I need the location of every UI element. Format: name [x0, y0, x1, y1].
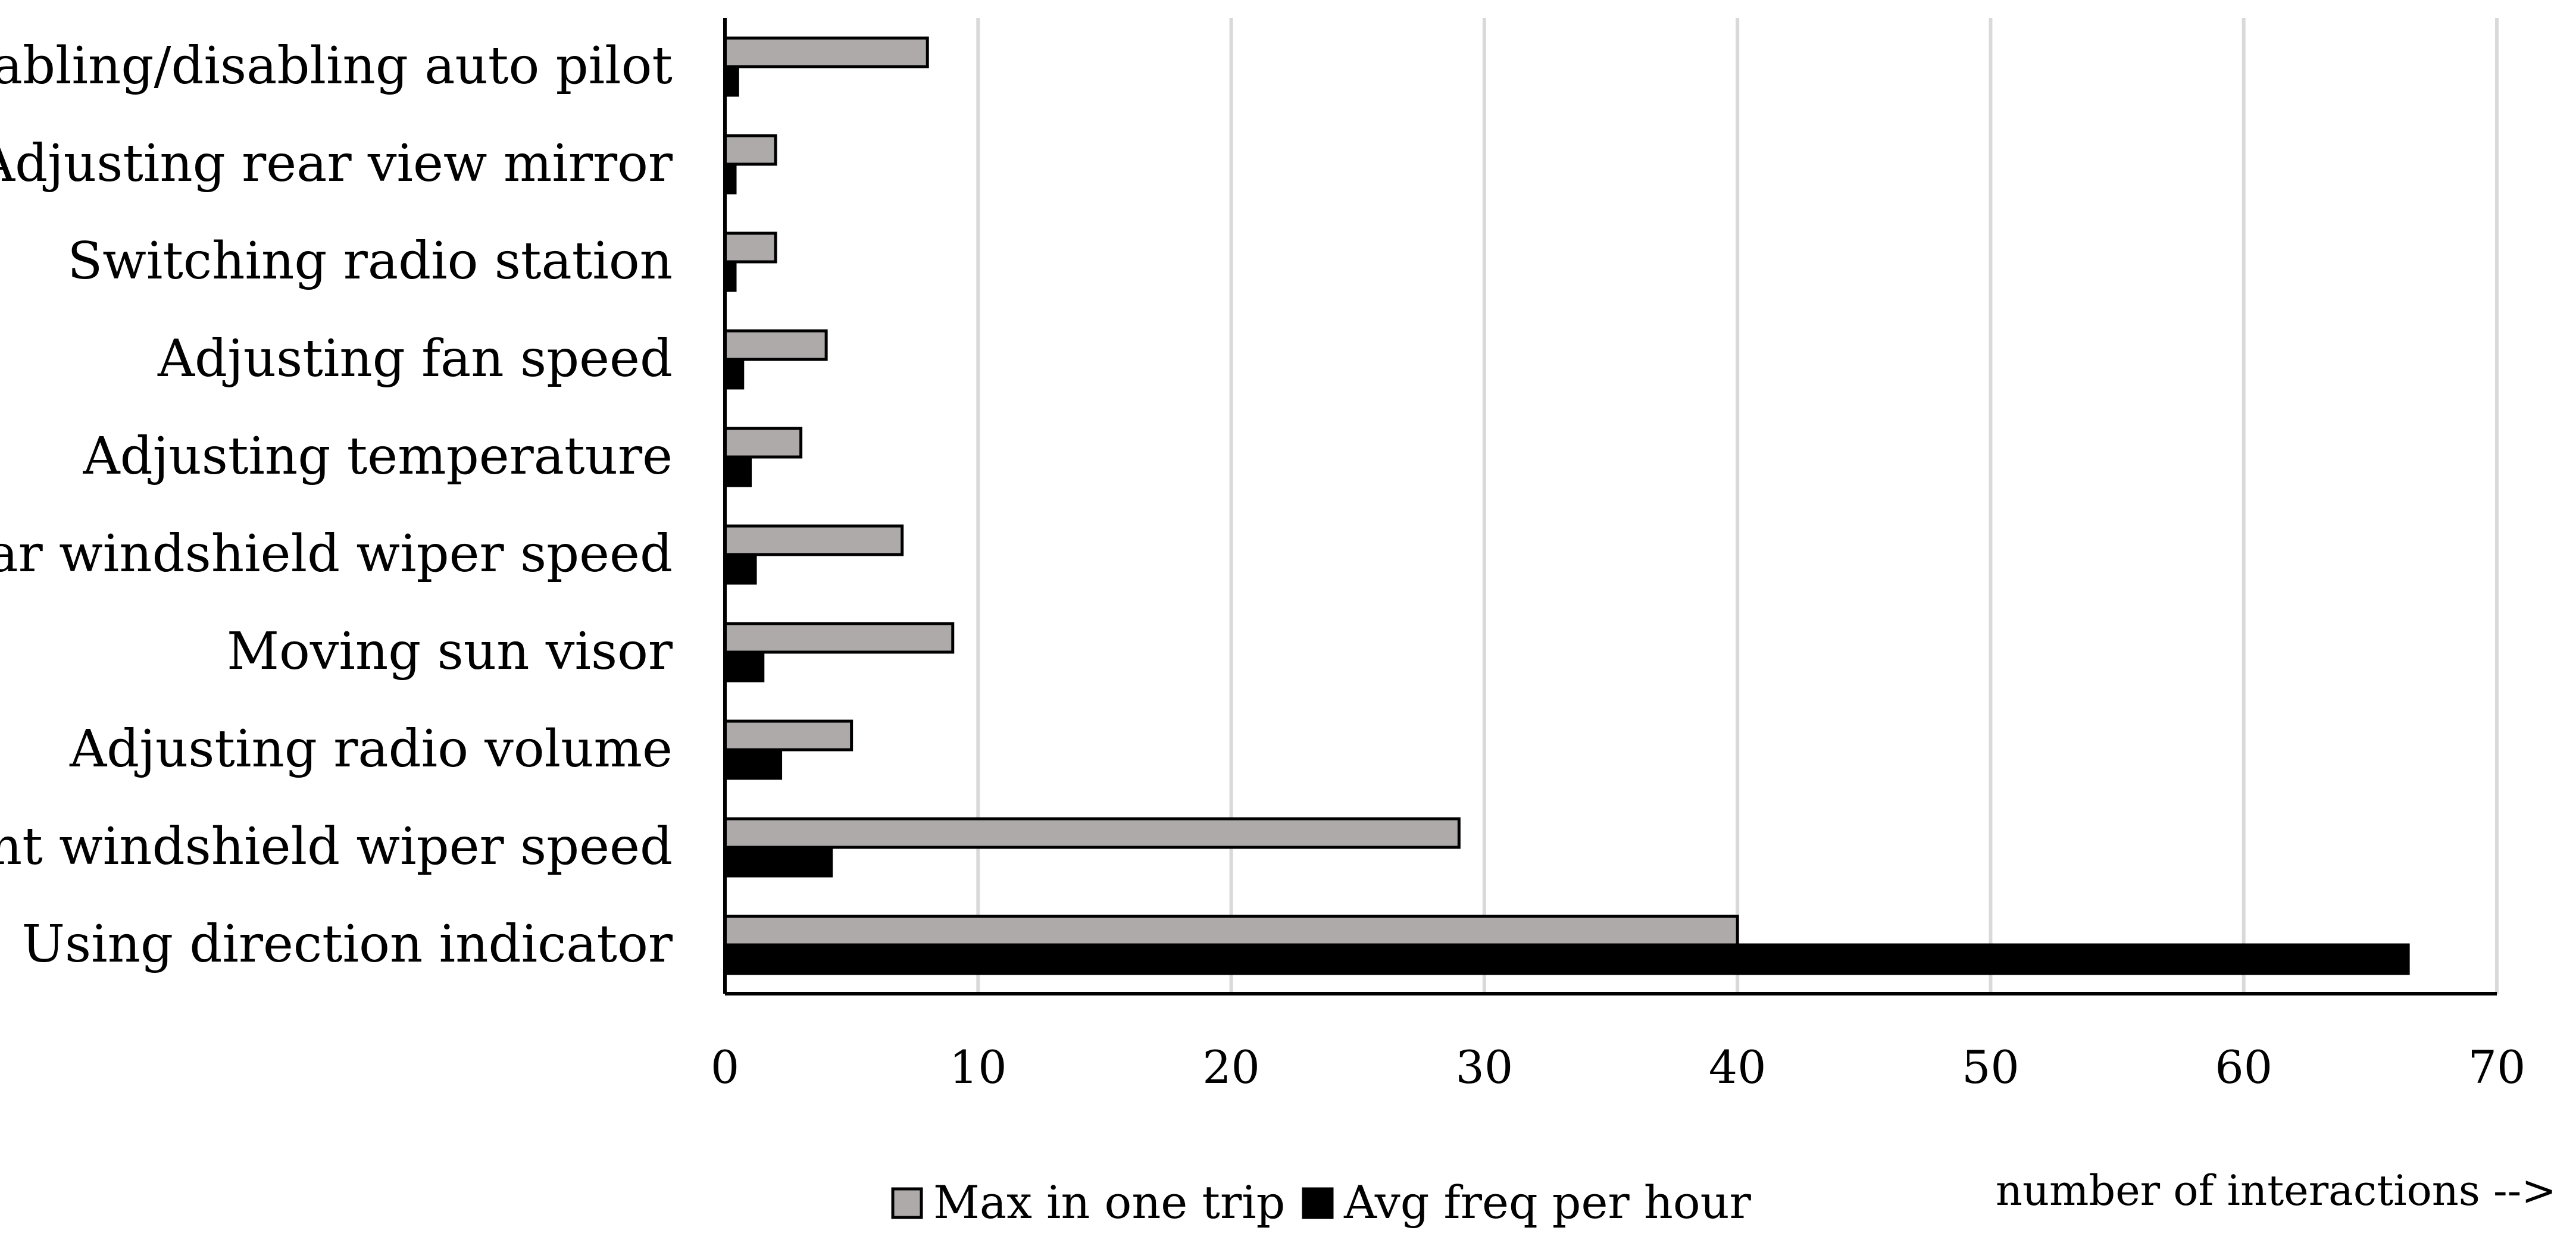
bar-max-in-one-trip [723, 915, 1739, 947]
bar-max-in-one-trip [723, 329, 828, 361]
legend-swatch [891, 1187, 923, 1219]
bar-max-in-one-trip [723, 622, 955, 654]
bar-avg-freq-per-hour [723, 846, 833, 878]
bar-avg-freq-per-hour [723, 943, 2410, 975]
bar-max-in-one-trip [723, 719, 854, 752]
legend: Max in one trip Avg freq per hour [891, 1176, 1752, 1229]
x-tick-label: 10 [949, 1041, 1007, 1094]
legend-label: Avg freq per hour [1343, 1176, 1752, 1229]
category-label: Front windshield wiper speed [0, 817, 673, 876]
category-label: Adjusting temperature [83, 427, 673, 486]
category-label: Using direction indicator [21, 915, 673, 974]
x-axis-title: number of interactions --> [1996, 1166, 2556, 1215]
gridlines [976, 18, 2499, 994]
x-tick-label: 20 [1202, 1041, 1260, 1094]
x-tick-label: 40 [1709, 1041, 1767, 1094]
bar-max-in-one-trip [723, 231, 777, 264]
category-label: Adjusting fan speed [157, 329, 673, 389]
category-label: Switching radio station [67, 231, 673, 291]
legend-swatch [1302, 1187, 1334, 1219]
x-tick-label: 30 [1455, 1041, 1513, 1094]
category-label: Rear windshield wiper speed [0, 524, 673, 584]
bar-avg-freq-per-hour [723, 358, 745, 390]
bars [723, 36, 2410, 975]
x-tick-label: 0 [711, 1041, 739, 1094]
bar-avg-freq-per-hour [723, 748, 783, 780]
category-label: Adjusting rear view mirror [0, 134, 673, 193]
bar-avg-freq-per-hour [723, 455, 752, 487]
bar-avg-freq-per-hour [723, 650, 765, 683]
bar-max-in-one-trip [723, 36, 929, 68]
bar-max-in-one-trip [723, 427, 803, 459]
bar-avg-freq-per-hour [723, 65, 739, 97]
bar-max-in-one-trip [723, 524, 904, 556]
bar-max-in-one-trip [723, 817, 1461, 849]
x-tick-labels: 0 10 20 30 40 50 60 70 [711, 1041, 2526, 1094]
bar-max-in-one-trip [723, 134, 777, 166]
x-tick-label: 70 [2468, 1041, 2526, 1094]
category-label: Adjusting radio volume [69, 719, 673, 779]
x-tick-label: 60 [2215, 1041, 2272, 1094]
category-labels: Enabling/disabling auto pilot Adjusting r… [0, 36, 673, 974]
legend-label: Max in one trip [933, 1176, 1285, 1229]
category-label: Enabling/disabling auto pilot [0, 36, 673, 96]
category-label: Moving sun visor [227, 622, 673, 681]
x-tick-label: 50 [1962, 1041, 2019, 1094]
axes [723, 18, 2497, 995]
bar-avg-freq-per-hour [723, 553, 757, 585]
